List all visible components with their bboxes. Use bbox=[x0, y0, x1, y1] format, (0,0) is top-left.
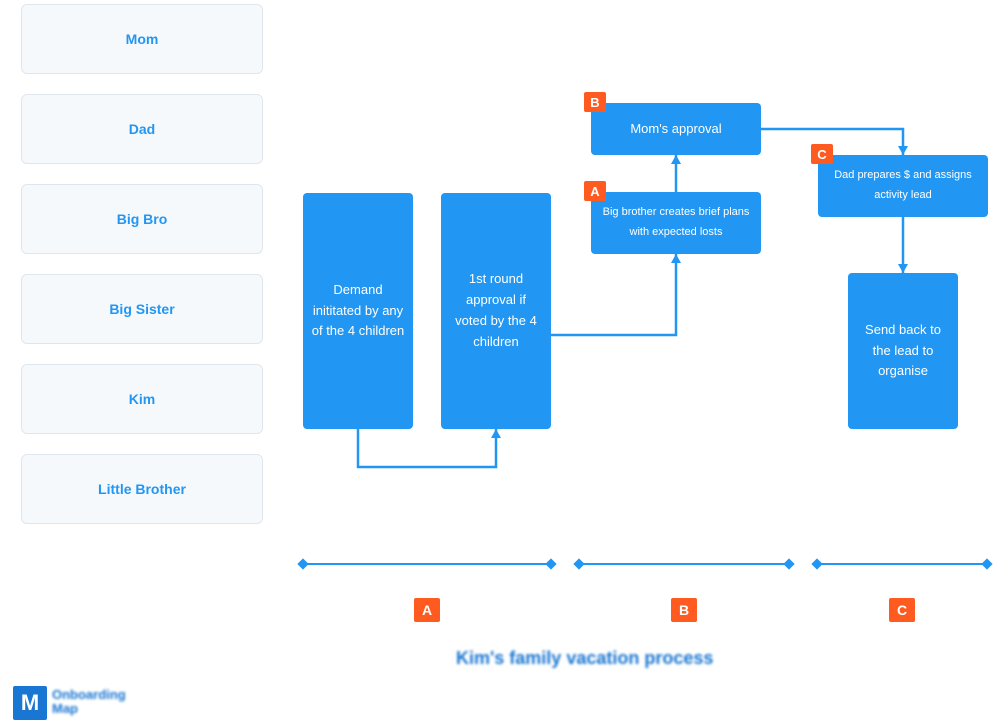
sidebar-card-mom: Mom bbox=[21, 4, 263, 74]
phase-endpoint-diamond-icon bbox=[573, 558, 584, 569]
flow-node-label: Demand inititated by any of the 4 childr… bbox=[311, 280, 405, 342]
flow-node-round1: 1st round approval if voted by the 4 chi… bbox=[441, 193, 551, 429]
flow-node-label: Big brother creates brief plans with exp… bbox=[599, 203, 753, 243]
phase-badge-C: C bbox=[889, 598, 915, 622]
phase-line-A bbox=[303, 563, 551, 565]
phase-line-C bbox=[817, 563, 987, 565]
logo-line2: Map bbox=[52, 701, 78, 716]
edge-demand-round1 bbox=[358, 429, 496, 467]
sidebar-card-little-brother: Little Brother bbox=[21, 454, 263, 524]
node-badge-bigbro: A bbox=[584, 181, 606, 201]
phase-badge-label: B bbox=[679, 602, 689, 618]
node-badge-label: A bbox=[590, 184, 599, 199]
sidebar-card-label: Little Brother bbox=[98, 481, 186, 497]
sidebar-card-label: Big Sister bbox=[109, 301, 174, 317]
sidebar-card-big-bro: Big Bro bbox=[21, 184, 263, 254]
sidebar-card-label: Big Bro bbox=[117, 211, 168, 227]
phase-badge-A: A bbox=[414, 598, 440, 622]
arrowhead-icon bbox=[898, 146, 908, 155]
phase-endpoint-diamond-icon bbox=[811, 558, 822, 569]
diagram-title: Kim's family vacation process bbox=[456, 648, 713, 669]
phase-badge-label: A bbox=[422, 602, 432, 618]
flow-node-send: Send back to the lead to organise bbox=[848, 273, 958, 429]
sidebar-card-dad: Dad bbox=[21, 94, 263, 164]
node-badge-label: B bbox=[590, 95, 599, 110]
logo-text: Onboarding Map bbox=[52, 688, 126, 717]
sidebar-card-label: Kim bbox=[129, 391, 155, 407]
node-badge-mom: B bbox=[584, 92, 606, 112]
flow-node-label: Send back to the lead to organise bbox=[856, 320, 950, 382]
logo-line1: Onboarding bbox=[52, 687, 126, 702]
flow-node-demand: Demand inititated by any of the 4 childr… bbox=[303, 193, 413, 429]
phase-endpoint-diamond-icon bbox=[297, 558, 308, 569]
sidebar-card-kim: Kim bbox=[21, 364, 263, 434]
arrowhead-icon bbox=[671, 254, 681, 263]
phase-line-B bbox=[579, 563, 789, 565]
flow-node-label: Dad prepares $ and assigns activity lead bbox=[826, 166, 980, 206]
phase-endpoint-diamond-icon bbox=[981, 558, 992, 569]
arrowhead-icon bbox=[671, 155, 681, 164]
node-badge-dad: C bbox=[811, 144, 833, 164]
flow-node-label: 1st round approval if voted by the 4 chi… bbox=[449, 269, 543, 352]
sidebar-card-big-sister: Big Sister bbox=[21, 274, 263, 344]
phase-endpoint-diamond-icon bbox=[545, 558, 556, 569]
flow-node-label: Mom's approval bbox=[630, 119, 721, 140]
phase-badge-label: C bbox=[897, 602, 907, 618]
flow-node-bigbro: Big brother creates brief plans with exp… bbox=[591, 192, 761, 254]
arrowhead-icon bbox=[898, 264, 908, 273]
logo-mark: M bbox=[13, 686, 47, 720]
flow-node-dad: Dad prepares $ and assigns activity lead bbox=[818, 155, 988, 217]
flow-node-mom: Mom's approval bbox=[591, 103, 761, 155]
sidebar-card-label: Dad bbox=[129, 121, 155, 137]
phase-badge-B: B bbox=[671, 598, 697, 622]
arrowhead-icon bbox=[491, 429, 501, 438]
edge-round1-bigbro bbox=[551, 254, 676, 335]
node-badge-label: C bbox=[817, 147, 826, 162]
phase-endpoint-diamond-icon bbox=[783, 558, 794, 569]
sidebar-card-label: Mom bbox=[126, 31, 159, 47]
